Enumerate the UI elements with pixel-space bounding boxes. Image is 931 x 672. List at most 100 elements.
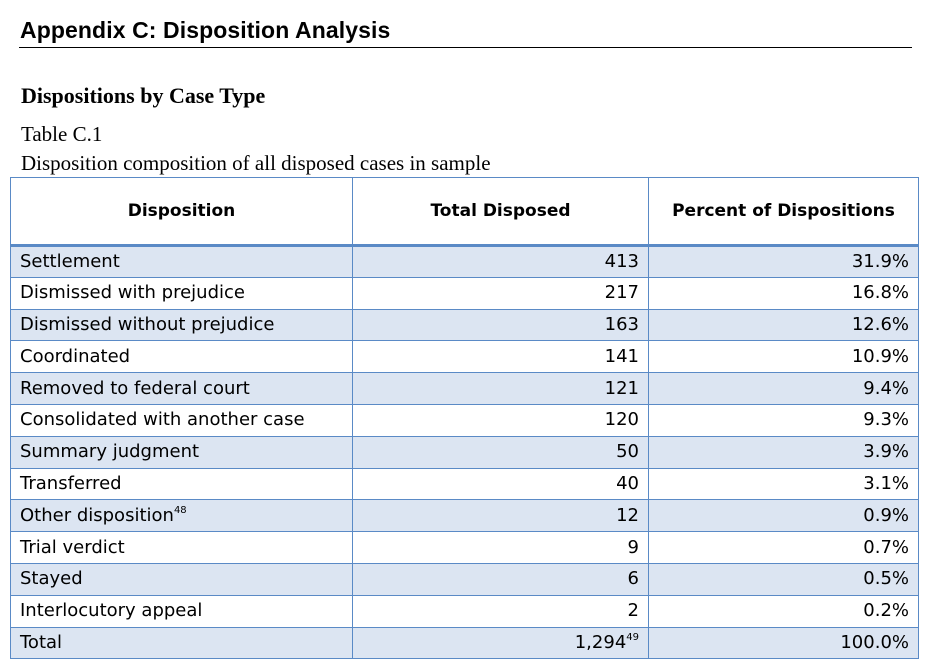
percent-cell: 3.1% — [648, 467, 919, 501]
percent-value: 31.9% — [851, 250, 909, 272]
disposition-cell: Stayed — [10, 562, 353, 596]
percent-value: 9.4% — [863, 377, 909, 399]
table-body: Settlement 413 31.9% Dismissed with prejudi… — [10, 245, 919, 660]
percent-value: 10.9% — [851, 345, 909, 367]
total-disposed-cell: 2 — [352, 594, 649, 628]
percent-cell: 0.5% — [648, 562, 919, 596]
disposition-cell: Total — [10, 626, 353, 660]
total-disposed-cell: 40 — [352, 467, 649, 501]
disposition-label: Total — [20, 631, 63, 653]
percent-cell: 9.4% — [648, 372, 919, 405]
disposition-label: Interlocutory appeal — [20, 600, 203, 622]
total-disposed-value: 217 — [604, 282, 639, 304]
table-row: Interlocutory appeal 2 0.2% — [10, 594, 919, 628]
total-disposed-value: 50 — [616, 441, 639, 463]
total-disposed-value: 2 — [627, 600, 639, 622]
table-row: Consolidated with another case 120 9.3% — [10, 403, 919, 437]
percent-cell: 0.7% — [648, 531, 919, 564]
total-disposed-value: 121 — [604, 377, 639, 399]
total-disposed-cell: 9 — [352, 531, 649, 564]
disposition-label: Consolidated with another case — [20, 409, 305, 431]
total-disposed-value: 40 — [616, 472, 639, 494]
percent-cell: 0.2% — [648, 594, 919, 628]
percent-cell: 16.8% — [648, 276, 919, 310]
table-label: Table C.1 — [21, 122, 103, 146]
percent-value: 0.7% — [863, 536, 909, 558]
total-disposed-cell: 413 — [352, 245, 649, 278]
disposition-label: Other disposition — [20, 504, 174, 526]
table-row: Dismissed without prejudice 163 12.6% — [10, 308, 919, 342]
total-disposed-cell: 141 — [352, 340, 649, 374]
disposition-cell: Coordinated — [10, 340, 353, 374]
disposition-cell: Other disposition48 — [10, 499, 353, 533]
table-row: Removed to federal court 121 9.4% — [10, 372, 919, 405]
table-row: Transferred 40 3.1% — [10, 467, 919, 501]
table-row: Trial verdict 9 0.7% — [10, 531, 919, 564]
disposition-cell: Removed to federal court — [10, 372, 353, 405]
total-disposed-cell: 120 — [352, 403, 649, 437]
percent-cell: 31.9% — [648, 245, 919, 278]
disposition-cell: Transferred — [10, 467, 353, 501]
percent-cell: 10.9% — [648, 340, 919, 374]
disposition-label: Transferred — [20, 472, 122, 494]
header-disposition: Disposition — [10, 177, 353, 246]
footnote-marker: 48 — [173, 504, 187, 516]
total-disposed-value: 12 — [616, 504, 639, 526]
percent-cell: 3.9% — [648, 435, 919, 469]
percent-value: 0.2% — [863, 600, 909, 622]
total-disposed-cell: 50 — [352, 435, 649, 469]
table-row: Dismissed with prejudice 217 16.8% — [10, 276, 919, 310]
table-header-row: Disposition Total Disposed Percent of Di… — [10, 177, 919, 246]
percent-value: 12.6% — [851, 313, 909, 335]
total-disposed-value: 9 — [627, 536, 639, 558]
percent-cell: 100.0% — [648, 626, 919, 660]
title-divider — [19, 47, 912, 48]
table-row: Total 1,29449 100.0% — [10, 626, 919, 660]
percent-cell: 0.9% — [648, 499, 919, 533]
table-row: Other disposition48 12 0.9% — [10, 499, 919, 533]
total-disposed-value: 413 — [604, 250, 639, 272]
percent-value: 3.9% — [863, 441, 909, 463]
disposition-label: Trial verdict — [20, 536, 125, 558]
disposition-label: Summary judgment — [20, 441, 200, 463]
percent-value: 0.5% — [863, 568, 909, 590]
total-disposed-cell: 163 — [352, 308, 649, 342]
percent-value: 16.8% — [851, 282, 909, 304]
disposition-label: Dismissed without prejudice — [20, 313, 275, 335]
total-disposed-cell: 217 — [352, 276, 649, 310]
disposition-label: Coordinated — [20, 345, 131, 367]
disposition-label: Stayed — [20, 568, 83, 590]
table-row: Settlement 413 31.9% — [10, 245, 919, 278]
total-disposed-value: 6 — [627, 568, 639, 590]
table-caption: Disposition composition of all disposed … — [21, 151, 491, 175]
percent-value: 9.3% — [863, 409, 909, 431]
disposition-label: Dismissed with prejudice — [20, 282, 245, 304]
percent-cell: 12.6% — [648, 308, 919, 342]
header-total-disposed: Total Disposed — [352, 177, 649, 246]
disposition-cell: Summary judgment — [10, 435, 353, 469]
total-disposed-cell: 121 — [352, 372, 649, 405]
disposition-cell: Dismissed without prejudice — [10, 308, 353, 342]
table-row: Summary judgment 50 3.9% — [10, 435, 919, 469]
disposition-table: Disposition Total Disposed Percent of Di… — [10, 177, 919, 660]
total-disposed-cell: 12 — [352, 499, 649, 533]
footnote-marker: 49 — [626, 631, 639, 643]
appendix-title: Appendix C: Disposition Analysis — [20, 17, 391, 43]
disposition-cell: Consolidated with another case — [10, 403, 353, 437]
total-disposed-value: 163 — [604, 313, 639, 335]
percent-cell: 9.3% — [648, 403, 919, 437]
disposition-cell: Settlement — [10, 245, 353, 278]
table-row: Coordinated 141 10.9% — [10, 340, 919, 374]
header-percent-of-dispositions: Percent of Dispositions — [648, 177, 919, 246]
percent-value: 0.9% — [863, 504, 909, 526]
total-disposed-cell: 6 — [352, 562, 649, 596]
disposition-cell: Interlocutory appeal — [10, 594, 353, 628]
section-heading: Dispositions by Case Type — [21, 83, 266, 108]
percent-value: 3.1% — [863, 472, 909, 494]
total-disposed-value: 141 — [604, 345, 639, 367]
disposition-label: Removed to federal court — [20, 377, 250, 399]
disposition-cell: Trial verdict — [10, 531, 353, 564]
table-row: Stayed 6 0.5% — [10, 562, 919, 596]
total-disposed-cell: 1,29449 — [352, 626, 649, 660]
